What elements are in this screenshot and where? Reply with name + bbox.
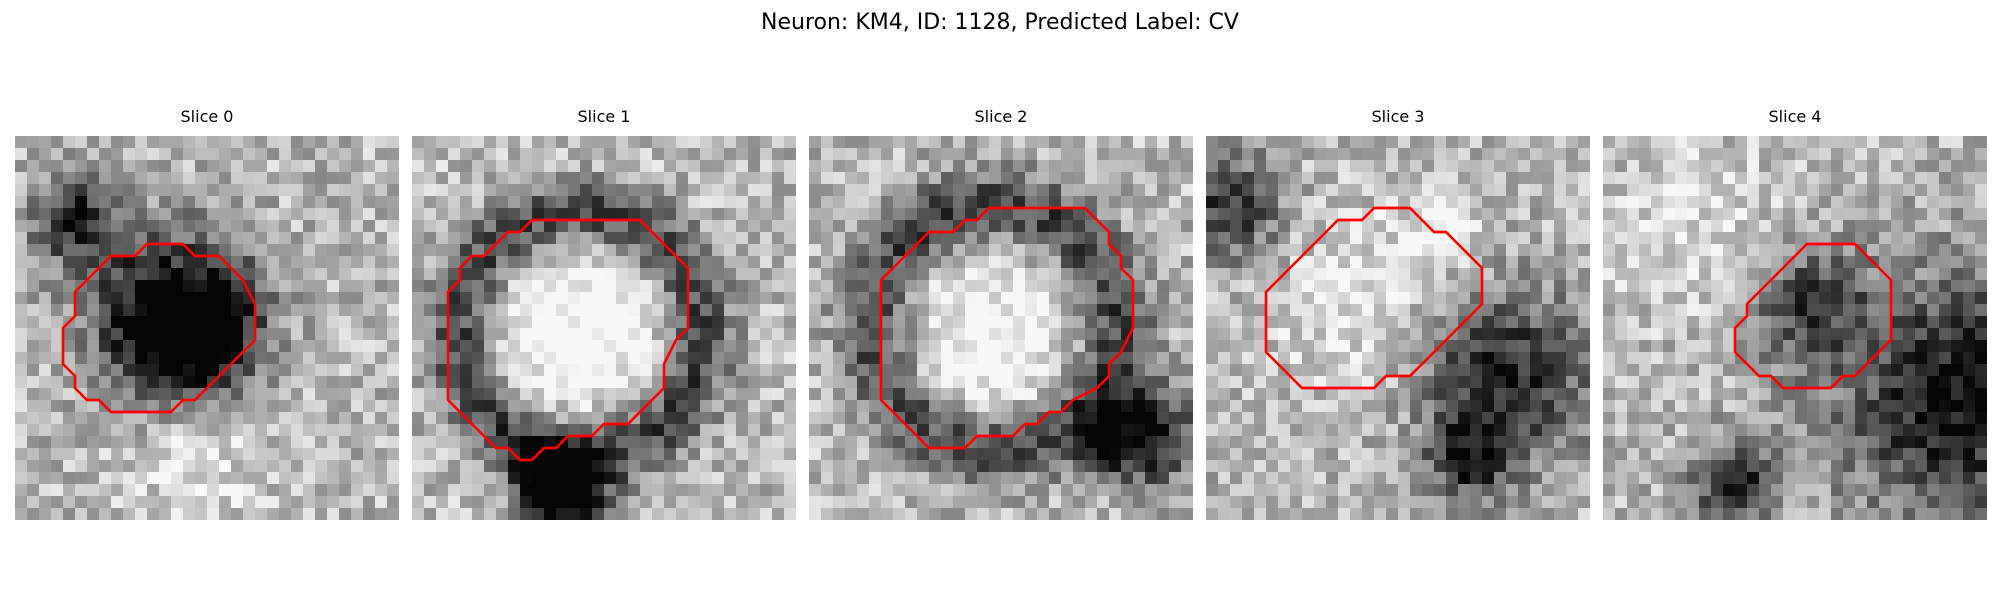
slice-title: Slice 4: [1603, 106, 1987, 130]
slice-panel-3: Slice 3: [1206, 106, 1590, 520]
slice-image: [1206, 136, 1590, 520]
slice-title: Slice 3: [1206, 106, 1590, 130]
slice-image: [809, 136, 1193, 520]
slice-panel-2: Slice 2: [809, 106, 1193, 520]
slice-title: Slice 1: [412, 106, 796, 130]
figure-title: Neuron: KM4, ID: 1128, Predicted Label: …: [0, 6, 2000, 40]
slice-panel-4: Slice 4: [1603, 106, 1987, 520]
slice-image: [15, 136, 399, 520]
slice-panel-1: Slice 1: [412, 106, 796, 520]
slice-title: Slice 0: [15, 106, 399, 130]
slice-image: [412, 136, 796, 520]
slice-image: [1603, 136, 1987, 520]
slice-panel-0: Slice 0: [15, 106, 399, 520]
slice-title: Slice 2: [809, 106, 1193, 130]
